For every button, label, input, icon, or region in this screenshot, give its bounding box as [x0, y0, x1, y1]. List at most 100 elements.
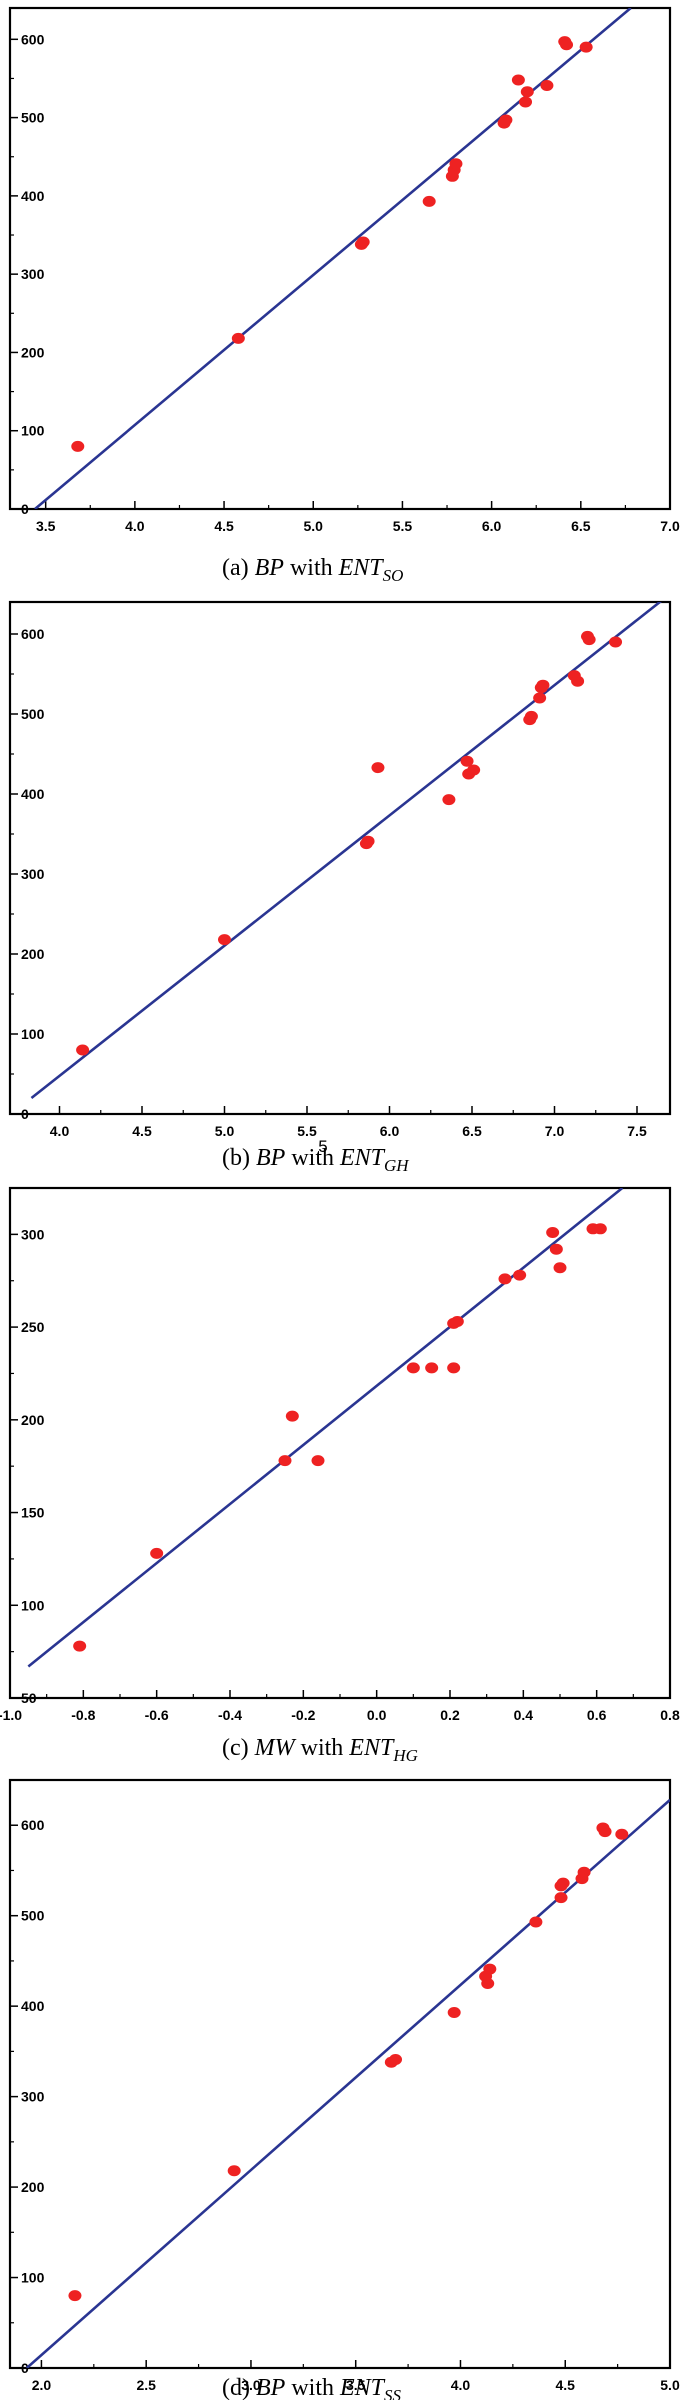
y-tick-label: 100	[21, 423, 45, 439]
x-tick-label: 3.5	[346, 2377, 366, 2393]
data-point	[513, 1269, 527, 1281]
y-tick-label: 200	[21, 344, 45, 360]
x-tick-label: 0.4	[514, 1707, 534, 1723]
data-point	[519, 96, 533, 108]
y-tick-label: 200	[21, 946, 45, 962]
y-tick-label: 300	[21, 866, 45, 882]
data-point	[467, 764, 481, 776]
regression-line	[30, 602, 662, 1100]
data-point	[285, 1410, 299, 1422]
y-tick-label: 400	[21, 188, 45, 204]
y-tick-label: 600	[21, 626, 45, 642]
x-tick-label: 6.0	[380, 1123, 400, 1139]
plot-frame	[8, 600, 672, 1116]
y-tick-label: 200	[21, 1412, 45, 1428]
x-tick-label: 0.2	[440, 1707, 460, 1723]
data-point	[582, 634, 596, 646]
y-tick-label: 50	[21, 1690, 37, 1706]
data-point	[577, 1866, 591, 1878]
data-point	[609, 636, 623, 648]
x-tick-label: 5.5	[297, 1123, 317, 1139]
data-point	[371, 762, 385, 774]
data-point	[150, 1547, 164, 1559]
data-point	[447, 2006, 461, 2018]
chart-panel-2: -1.0 -0.8 -0.6 -0.4 -0.2 0.0 0.2 0.4 0.6 0.8 50 100…	[0, 1186, 680, 1765]
data-point	[549, 1243, 563, 1255]
x-tick-label: -1.0	[0, 1707, 22, 1723]
x-tick-label: 2.0	[32, 2377, 52, 2393]
x-tick-label: 2.5	[136, 2377, 156, 2393]
x-tick-label: 6.5	[571, 518, 591, 534]
data-point	[460, 755, 474, 767]
data-point	[425, 1362, 439, 1374]
x-tick-label: 4.5	[556, 2377, 576, 2393]
data-point	[553, 1262, 567, 1274]
x-tick-label: 5.0	[215, 1123, 235, 1139]
regression-line	[25, 1798, 670, 2368]
data-point	[520, 86, 534, 98]
x-tick-label: 4.0	[451, 2377, 471, 2393]
panel-caption: (c) MW with ENTHG	[222, 1735, 418, 1765]
x-tick-label: 6.5	[462, 1123, 482, 1139]
data-point	[356, 236, 370, 248]
panel-caption: (d) BP with ENTSS	[222, 2375, 402, 2400]
y-tick-label: 0	[21, 501, 29, 517]
data-point	[533, 692, 547, 704]
y-tick-label: 250	[21, 1319, 45, 1335]
data-point	[554, 1892, 568, 1904]
data-point	[498, 1273, 512, 1285]
data-point	[406, 1362, 420, 1374]
y-tick-label: 500	[21, 1908, 45, 1924]
data-point	[227, 2165, 241, 2177]
y-tick-label: 150	[21, 1505, 45, 1521]
x-tick-label: 4.5	[132, 1123, 152, 1139]
x-tick-label: 0.8	[660, 1707, 680, 1723]
x-tick-label: 4.5	[214, 518, 234, 534]
data-point	[556, 1877, 570, 1889]
chart-panel-3: 2.0 2.5 3.0 3.5 4.0 4.5 5.0 0 100 200 300 400 500 600…	[8, 1778, 680, 2400]
y-tick-label: 100	[21, 2270, 45, 2286]
data-point	[579, 41, 593, 53]
x-tick-label: 5.0	[660, 2377, 680, 2393]
y-tick-label: 100	[21, 1026, 45, 1042]
data-point	[442, 794, 456, 806]
data-point	[511, 74, 525, 86]
x-tick-label: 4.0	[50, 1123, 70, 1139]
y-tick-label: 0	[21, 1106, 29, 1122]
plot-frame	[8, 1186, 672, 1700]
x-tick-label: 3.0	[241, 2377, 261, 2393]
x-tick-label: 6.0	[482, 518, 502, 534]
y-tick-label: 600	[21, 1817, 45, 1833]
x-tick-label: -0.2	[291, 1707, 315, 1723]
data-point	[560, 39, 574, 51]
y-tick-label: 400	[21, 786, 45, 802]
x-tick-label: 5.5	[393, 518, 413, 534]
x-tick-label: 7.0	[660, 518, 680, 534]
data-point	[76, 1044, 90, 1056]
panel-caption: (b) BP with ENTGH	[222, 1145, 410, 1175]
chart-panel-0: 3.5 4.0 4.5 5.0 5.5 6.0 6.5 7.0 0 100 200 300 400 500…	[8, 6, 680, 585]
x-tick-label: 0.6	[587, 1707, 607, 1723]
y-tick-label: 500	[21, 706, 45, 722]
data-point	[571, 675, 585, 687]
plot-frame	[8, 6, 672, 511]
data-point	[449, 158, 463, 170]
x-tick-label: -0.4	[218, 1707, 242, 1723]
y-tick-label: 300	[21, 1226, 45, 1242]
panel-caption: (a) BP with ENTSO	[222, 555, 403, 585]
data-point	[593, 1223, 607, 1235]
y-tick-label: 400	[21, 1998, 45, 2014]
y-tick-label: 500	[21, 110, 45, 126]
data-point	[447, 1362, 461, 1374]
data-point	[218, 934, 231, 946]
x-tick-label: 7.0	[545, 1123, 565, 1139]
x-tick-label: 5.0	[304, 518, 324, 534]
y-tick-label: 100	[21, 1597, 45, 1613]
y-tick-label: 600	[21, 31, 45, 47]
data-point	[481, 1978, 495, 1990]
chart-panel-1: 4.0 4.5 5.0 5.5 6.0 6.5 7.0 7.5 0 100 200 300 400 500…	[8, 600, 672, 1175]
data-point	[231, 332, 245, 344]
data-point	[422, 195, 436, 207]
data-point	[536, 679, 550, 691]
